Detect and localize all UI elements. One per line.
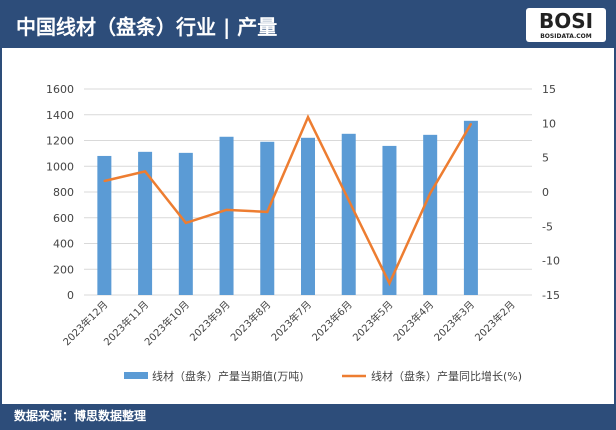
legend-bar-swatch <box>124 372 148 379</box>
y-left-tick: 600 <box>53 212 74 225</box>
x-tick: 2023年3月 <box>431 298 477 344</box>
x-tick: 2023年9月 <box>187 298 233 344</box>
bar <box>463 120 478 296</box>
bar <box>97 155 112 295</box>
y-right-tick: -5 <box>542 220 553 233</box>
legend-line-label: 线材（盘条）产量同比增长(%) <box>371 369 522 383</box>
line-point <box>469 123 472 126</box>
y-right-tick: 15 <box>542 83 556 96</box>
line-point <box>266 210 269 213</box>
y-right-tick: 10 <box>542 117 556 130</box>
line-point <box>307 116 309 119</box>
line-point <box>225 208 228 211</box>
line-point <box>347 199 350 202</box>
bar <box>219 136 234 295</box>
logo: BOSI BOSIDATA.COM <box>526 8 606 42</box>
y-left-tick: 0 <box>67 289 74 302</box>
y-left-tick: 1400 <box>46 109 74 122</box>
line-point <box>388 282 391 285</box>
line-point <box>103 180 106 183</box>
x-tick: 2023年2月 <box>472 298 518 344</box>
legend-bar-label: 线材（盘条）产量当期值(万吨) <box>152 369 304 383</box>
page-title: 中国线材（盘条）行业 | 产量 <box>16 15 278 39</box>
y-right-tick: 5 <box>542 152 549 165</box>
y-right-tick: -10 <box>542 255 560 268</box>
bar <box>382 145 397 295</box>
y-right-tick: -15 <box>542 289 560 302</box>
bar <box>341 133 356 295</box>
x-tick: 2023年8月 <box>228 298 274 344</box>
chart: 0 200 400 600 800 1000 1200 1400 1600 -15 -10 -5 0 5 1… <box>46 83 560 383</box>
x-tick: 2023年5月 <box>350 298 396 344</box>
x-tick: 2023年6月 <box>309 298 355 344</box>
y-left-tick: 400 <box>53 238 74 251</box>
y-right-tick: 0 <box>542 186 549 199</box>
y-left-tick: 1000 <box>46 160 74 173</box>
header: 中国线材（盘条）行业 | 产量 BOSI BOSIDATA.COM <box>2 2 614 48</box>
y-left-tick: 1200 <box>46 135 74 148</box>
growth-line <box>104 114 472 287</box>
source-note: 数据来源：博思数据整理 <box>2 404 614 428</box>
line-point <box>184 221 187 224</box>
line-point <box>429 192 432 195</box>
y-left-tick: 800 <box>53 186 74 199</box>
y-left-tick: 200 <box>53 263 74 276</box>
y-left-tick: 1600 <box>46 83 74 96</box>
line-point <box>144 170 147 173</box>
bar <box>260 141 275 295</box>
x-tick: 2023年7月 <box>268 298 314 344</box>
x-tick: 2023年4月 <box>390 298 436 344</box>
bar <box>301 137 315 295</box>
bar <box>138 151 153 295</box>
bar <box>423 134 438 295</box>
